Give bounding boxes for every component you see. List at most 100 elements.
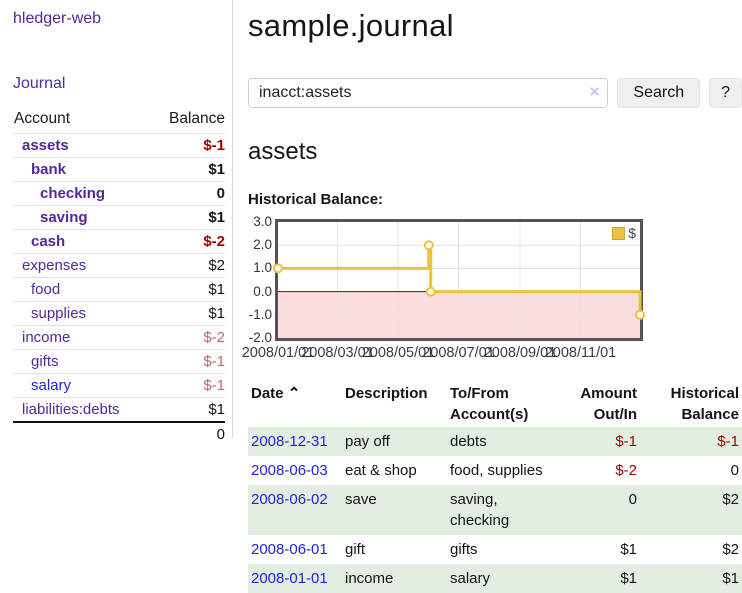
accounts-header-balance: Balance	[152, 108, 225, 134]
y-tick-label: 0.0	[248, 284, 272, 300]
data-point-marker	[274, 264, 282, 272]
account-link[interactable]: supplies	[31, 305, 86, 322]
table-row: 2008-06-01giftgifts$1$2	[248, 535, 742, 564]
register-balance-cell: 0	[645, 456, 742, 485]
account-link[interactable]: expenses	[22, 257, 86, 274]
register-amount-cell: 0	[567, 485, 645, 535]
table-row: 2008-06-02savesaving, checking0$2	[248, 485, 742, 535]
help-button[interactable]: ?	[709, 78, 742, 108]
account-row: food $1	[13, 278, 225, 302]
y-tick-label: 2.0	[248, 237, 272, 253]
data-point-marker	[427, 288, 435, 296]
register-header-description: Description	[345, 381, 450, 427]
chart-legend: $	[612, 225, 636, 241]
account-row: income$-2	[13, 326, 225, 350]
register-accounts-cell: salary	[450, 564, 567, 593]
clear-search-icon[interactable]: ×	[589, 82, 599, 102]
account-balance: $-1	[152, 134, 225, 158]
register-amount-cell: $1	[567, 564, 645, 593]
x-tick-label: 2008/11/01	[545, 345, 617, 361]
register-date-cell: 2008-12-31	[248, 427, 345, 456]
account-balance: $2	[152, 254, 225, 278]
transaction-date-link[interactable]: 2008-12-31	[251, 433, 328, 450]
account-balance: $1	[152, 398, 225, 423]
sidebar: hledger-web Journal Account Balance asse…	[0, 0, 233, 438]
account-balance: $-2	[152, 230, 225, 254]
page-title: sample.journal	[248, 8, 742, 44]
account-link[interactable]: checking	[40, 185, 105, 202]
account-balance: $1	[152, 206, 225, 230]
accounts-table: Account Balance assets$-1bank$1checking0…	[13, 108, 225, 446]
transaction-date-link[interactable]: 2008-06-01	[251, 541, 328, 558]
account-row: liabilities:debts $1	[13, 398, 225, 423]
account-row: checking0	[13, 182, 225, 206]
account-row: saving $1	[13, 206, 225, 230]
account-row: cash $-2	[13, 230, 225, 254]
chart-title: Historical Balance:	[248, 191, 742, 208]
register-balance-cell: $-1	[645, 427, 742, 456]
account-row: salary $-1	[13, 374, 225, 398]
sort-ascending-icon: ⌃	[288, 385, 301, 402]
register-accounts-cell: gifts	[450, 535, 567, 564]
account-balance: $1	[152, 278, 225, 302]
search-button[interactable]: Search	[617, 78, 700, 108]
table-row: 2008-01-01incomesalary$1$1	[248, 564, 742, 593]
register-description-cell: eat & shop	[345, 456, 450, 485]
legend-swatch-icon	[612, 227, 625, 240]
register-accounts-cell: debts	[450, 427, 567, 456]
register-balance-cell: $2	[645, 485, 742, 535]
register-balance-cell: $1	[645, 564, 742, 593]
register-date-cell: 2008-06-03	[248, 456, 345, 485]
transaction-date-link[interactable]: 2008-06-03	[251, 462, 328, 479]
account-balance: $-1	[152, 350, 225, 374]
search-input[interactable]	[248, 78, 608, 108]
y-tick-label: -2.0	[248, 330, 272, 346]
account-link[interactable]: assets	[22, 137, 69, 154]
accounts-header-account: Account	[13, 108, 152, 134]
transaction-date-link[interactable]: 2008-01-01	[251, 570, 328, 587]
account-row: gifts $-1	[13, 350, 225, 374]
register-header-balance: Historical Balance	[645, 381, 742, 427]
accounts-body: assets$-1bank$1checking0saving$1cash$-2e…	[13, 134, 225, 423]
register-date-cell: 2008-06-02	[248, 485, 345, 535]
transaction-date-link[interactable]: 2008-06-02	[251, 491, 328, 508]
main-pane: sample.journal × Search ? assets Histori…	[234, 0, 742, 593]
account-link[interactable]: saving	[40, 209, 88, 226]
account-link[interactable]: salary	[31, 377, 71, 394]
account-balance: $-1	[152, 374, 225, 398]
accounts-total-row: 0	[13, 422, 225, 446]
app-brand-link[interactable]: hledger-web	[13, 10, 232, 28]
chart-plot-area: $	[275, 219, 643, 341]
register-description-cell: income	[345, 564, 450, 593]
register-amount-cell: $1	[567, 535, 645, 564]
register-description-cell: pay off	[345, 427, 450, 456]
register-amount-cell: $-1	[567, 427, 645, 456]
account-link[interactable]: income	[22, 329, 70, 346]
account-balance: $1	[152, 302, 225, 326]
register-date-cell: 2008-06-01	[248, 535, 345, 564]
sidebar-item-journal[interactable]: Journal	[13, 75, 232, 93]
register-header-amount: Amount Out/In	[567, 381, 645, 427]
account-link[interactable]: food	[31, 281, 60, 298]
data-point-marker	[425, 241, 433, 249]
register-body: 2008-12-31pay offdebts$-1$-12008-06-03ea…	[248, 427, 742, 593]
register-date-cell: 2008-01-01	[248, 564, 345, 593]
search-bar: × Search ?	[248, 78, 742, 108]
account-link[interactable]: gifts	[31, 353, 59, 370]
account-heading: assets	[248, 138, 742, 166]
accounts-header-row: Account Balance	[13, 108, 225, 134]
account-row: assets $-1	[13, 134, 225, 158]
historical-balance-chart: 3.02.01.00.0-1.0-2.0 $ 2008/01/012008/03…	[248, 211, 648, 361]
register-amount-cell: $-2	[567, 456, 645, 485]
register-description-cell: save	[345, 485, 450, 535]
register-accounts-cell: food, supplies	[450, 456, 567, 485]
account-link[interactable]: cash	[31, 233, 65, 250]
account-link[interactable]: bank	[31, 161, 66, 178]
balance-chart-svg	[278, 222, 640, 338]
account-link[interactable]: liabilities:debts	[22, 401, 120, 418]
legend-label: $	[628, 225, 636, 241]
register-header-accounts: To/From Account(s)	[450, 381, 567, 427]
register-header-date[interactable]: Date ⌃	[248, 381, 345, 427]
account-row: supplies $1	[13, 302, 225, 326]
accounts-total-value: 0	[152, 422, 225, 446]
